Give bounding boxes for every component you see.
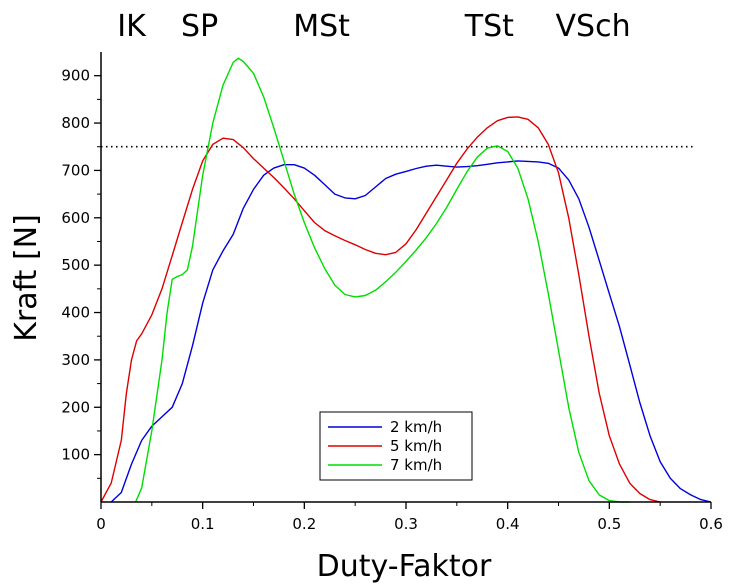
x-tick-label: 0.1	[191, 515, 215, 533]
x-tick-label: 0.2	[292, 515, 316, 533]
x-tick-label: 0.6	[699, 515, 723, 533]
x-tick-label: 0.4	[496, 515, 520, 533]
phase-label-tst: TSt	[464, 9, 514, 44]
plot-area	[100, 57, 712, 503]
y-tick-label: 600	[61, 209, 90, 227]
y-tick-label: 100	[61, 446, 90, 464]
axes: 0 0.1 0.2 0.3 0.4 0.5 0.6 100 200 300 400 500 600 700…	[61, 52, 723, 533]
y-tick-label: 500	[61, 256, 90, 274]
phase-label-vsch: VSch	[556, 9, 631, 44]
y-axis-title: Kraft [N]	[9, 214, 44, 342]
x-tick-label: 0	[96, 515, 106, 533]
legend-label: 7 km/h	[390, 456, 442, 474]
x-tick-label: 0.3	[394, 515, 418, 533]
legend-label: 5 km/h	[390, 437, 442, 455]
phase-label-mst: MSt	[293, 9, 350, 44]
series-line-3	[134, 57, 630, 503]
y-tick-label: 300	[61, 351, 90, 369]
legend-label: 2 km/h	[390, 418, 442, 436]
legend: 2 km/h5 km/h7 km/h	[319, 411, 473, 481]
y-tick-label: 900	[61, 67, 90, 85]
phase-labels: IK SP MSt TSt VSch	[117, 9, 630, 44]
y-tick-label: 700	[61, 161, 90, 179]
x-axis-title: Duty-Faktor	[317, 549, 492, 584]
series-line-1	[110, 160, 712, 503]
y-tick-label: 400	[61, 304, 90, 322]
y-tick-label: 800	[61, 114, 90, 132]
phase-label-sp: SP	[181, 9, 218, 44]
series-line-2	[100, 116, 661, 503]
phase-label-ik: IK	[117, 9, 147, 44]
x-tick-label: 0.5	[597, 515, 621, 533]
y-tick-label: 200	[61, 398, 90, 416]
